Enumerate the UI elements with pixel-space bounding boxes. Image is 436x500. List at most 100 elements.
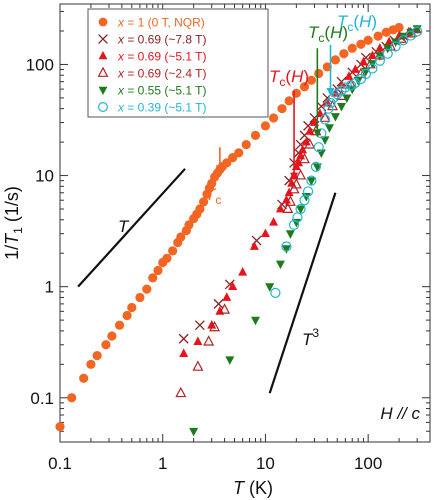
data-point — [344, 71, 354, 80]
y-tick-label: 0.1 — [30, 389, 54, 408]
legend-entry: x = 0.69 (~2.4 T) — [97, 67, 207, 81]
data-point — [249, 241, 259, 250]
data-point — [373, 31, 383, 41]
data-point — [299, 195, 310, 206]
data-point — [325, 97, 336, 109]
legend-label: x = 1 (0 T, NQR) — [117, 16, 205, 30]
data-point — [319, 111, 331, 122]
data-point — [295, 169, 307, 180]
data-point — [360, 68, 371, 80]
data-point — [298, 144, 308, 154]
data-point — [67, 393, 77, 403]
data-point — [347, 43, 357, 53]
data-point — [98, 50, 108, 60]
data-point — [358, 56, 368, 66]
data-point — [284, 187, 294, 197]
data-point — [275, 260, 285, 270]
data-point — [298, 152, 310, 164]
guide-line — [268, 192, 337, 394]
x-tick-label: 100 — [354, 454, 382, 473]
tc-arrowhead — [313, 129, 322, 138]
guide-label-t: T — [118, 217, 130, 236]
data-point — [168, 246, 178, 256]
data-point — [97, 101, 108, 112]
data-point — [284, 195, 296, 206]
data-point — [114, 320, 125, 330]
data-point — [269, 217, 279, 226]
data-point — [285, 230, 295, 239]
data-point — [306, 175, 317, 186]
data-point — [350, 64, 360, 73]
data-point — [98, 86, 108, 96]
data-point — [241, 139, 251, 150]
data-point — [148, 273, 158, 283]
legend-box — [87, 8, 269, 118]
data-point — [162, 253, 172, 263]
data-point — [203, 335, 215, 346]
data-point — [260, 121, 271, 131]
guide-label-t3: T3 — [302, 326, 319, 349]
data-point — [198, 197, 209, 207]
data-point — [281, 245, 291, 254]
data-point — [213, 298, 224, 309]
data-point — [178, 333, 189, 344]
data-point — [342, 94, 352, 104]
data-point — [175, 386, 187, 398]
data-point — [296, 205, 306, 215]
legend-entry: x = 0.69 (~7.8 T) — [98, 33, 207, 47]
data-point — [301, 136, 311, 146]
data-point — [142, 284, 152, 294]
data-point — [312, 163, 322, 172]
data-point — [92, 350, 102, 361]
data-point — [336, 102, 346, 112]
data-point — [98, 34, 108, 44]
data-point — [194, 320, 205, 331]
data-point — [313, 142, 324, 153]
data-point — [356, 39, 366, 49]
data-point — [195, 204, 205, 214]
axis-ticks — [59, 4, 431, 443]
series-3 — [179, 24, 422, 357]
data-point — [390, 41, 401, 52]
data-point — [268, 113, 279, 123]
data-point — [176, 232, 186, 242]
x-tick-label: 1 — [158, 454, 167, 473]
data-point — [260, 228, 270, 238]
tc-arrowhead — [326, 88, 335, 97]
data-point — [398, 32, 408, 42]
data-point — [299, 82, 310, 92]
series-6 — [270, 26, 423, 298]
data-point — [319, 114, 331, 125]
data-point — [324, 124, 334, 133]
guide-line — [77, 168, 186, 288]
data-point — [101, 340, 111, 350]
data-point — [222, 292, 232, 301]
data-point — [391, 38, 401, 47]
data-point — [107, 331, 117, 341]
axis-tick-labels: 0.1 1 10 100 0.1 1 10 100 — [26, 55, 383, 473]
tc-label: Tc — [205, 185, 221, 207]
data-point — [322, 62, 332, 72]
data-point — [306, 75, 316, 85]
data-point — [153, 265, 163, 276]
data-point — [250, 130, 261, 140]
data-point — [209, 320, 221, 332]
data-point — [228, 281, 238, 291]
data-point — [192, 360, 204, 371]
data-point — [412, 26, 423, 37]
data-point — [265, 283, 275, 292]
data-point — [281, 195, 291, 204]
data-point — [323, 103, 334, 114]
x-tick-label: 0.1 — [48, 454, 72, 473]
legend-label: x = 0.69 (~2.4 T) — [117, 67, 207, 81]
tc-arrowhead — [215, 165, 224, 174]
data-point — [328, 92, 339, 103]
data-point — [270, 287, 281, 298]
data-point — [238, 267, 248, 276]
data-point — [382, 48, 393, 59]
data-point — [314, 68, 324, 79]
data-point — [207, 320, 217, 329]
power-law-guides: T T3 — [77, 168, 337, 394]
